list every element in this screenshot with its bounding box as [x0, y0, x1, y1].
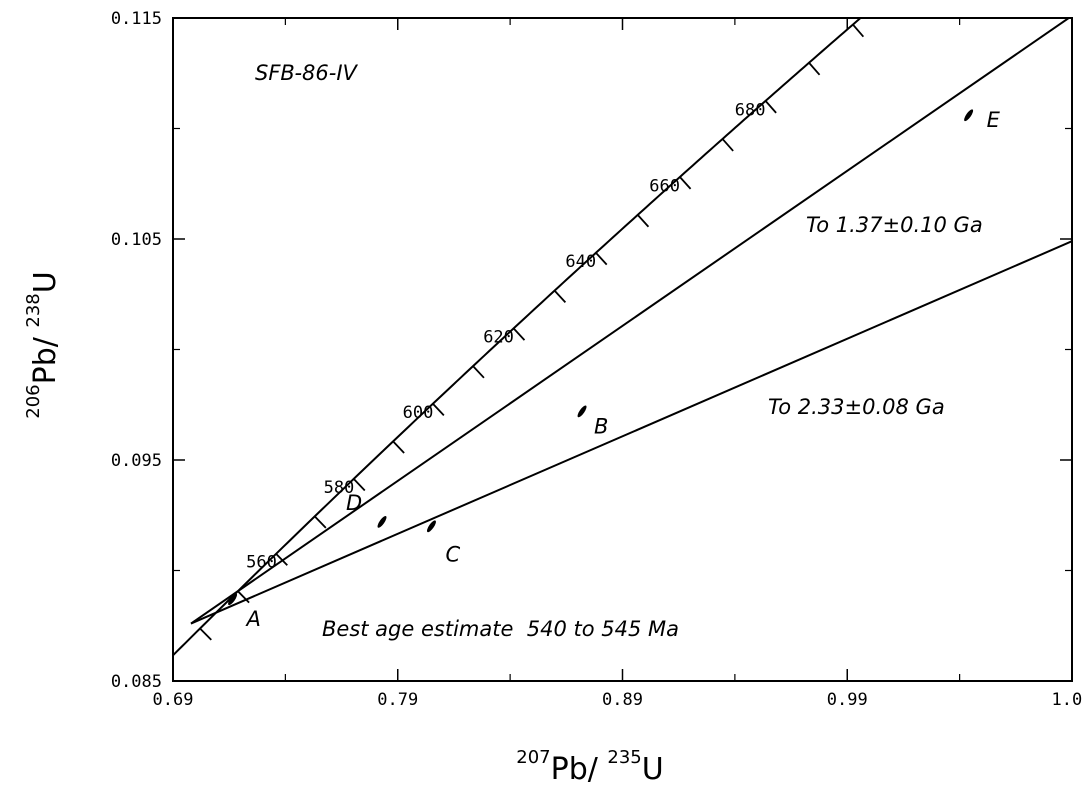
concordia-age-marks [199, 23, 865, 641]
y-tick-label: 0.085 [111, 672, 162, 692]
discordia-lines [190, 18, 1072, 625]
data-point [577, 405, 587, 418]
y-tick-labels: 0.085 0.095 0.105 0.115 [111, 9, 162, 692]
plot-frame [172, 17, 1073, 682]
data-point-label: B [594, 414, 608, 438]
x-tick-label: 0.89 [602, 690, 643, 710]
discordia-label-2: To 2.33±0.08 Ga [768, 395, 945, 419]
concordia-age-label: 560 [246, 553, 277, 573]
concordia-age-tick [314, 515, 327, 529]
concordia-age-label: 600 [403, 403, 434, 423]
chart-title: SFB-86-IV [255, 61, 359, 85]
concordia-age-tick [472, 365, 485, 379]
data-points [228, 109, 974, 606]
data-point-label: C [445, 542, 460, 566]
x-axis-title: 207Pb/ 235U [516, 747, 663, 787]
x-tick-label: 0.69 [153, 690, 194, 710]
y-tick-label: 0.105 [111, 230, 162, 250]
concordia-age-label: 660 [649, 176, 680, 196]
concordia-age-tick [595, 252, 608, 266]
concordia-age-labels: 560 580 600 620 640 660 680 [246, 100, 765, 572]
data-point [228, 593, 238, 606]
data-point-label: E [987, 108, 1001, 132]
concordia-age-label: 620 [483, 328, 514, 348]
concordia-age-tick [512, 327, 526, 341]
concordia-age-tick [432, 403, 445, 417]
discordia-line [190, 240, 1072, 625]
data-point-label: D [346, 491, 362, 515]
data-point [377, 515, 387, 528]
concordia-age-tick [392, 440, 405, 454]
concordia-age-tick [679, 176, 692, 190]
discordia-label-1: To 1.37±0.10 Ga [806, 213, 983, 237]
concordia-age-label: 680 [735, 100, 766, 120]
concordia-age-tick [553, 290, 567, 304]
concordia-age-tick [199, 627, 212, 641]
data-point [426, 520, 436, 533]
y-tick-label: 0.095 [111, 451, 162, 471]
x-tick-label: 0.79 [377, 690, 418, 710]
concordia-age-label: 640 [565, 252, 596, 272]
discordia-line [190, 18, 1071, 625]
concordia-age-tick [852, 23, 865, 38]
x-tick-label: 0.99 [827, 690, 868, 710]
concordia-age-tick [353, 478, 366, 492]
concordia-age-tick [275, 553, 288, 566]
x-tick-label: 1.09 [1052, 690, 1082, 710]
plot-area [173, 18, 1072, 657]
data-point-label: A [245, 607, 261, 631]
point-labels: A B C D E [245, 108, 1001, 631]
concordia-age-tick [721, 138, 734, 152]
y-tick-label: 0.115 [111, 9, 162, 29]
concordia-age-tick [637, 214, 650, 228]
concordia-age-tick [237, 590, 250, 604]
data-point [964, 109, 974, 122]
best-age-annotation: Best age estimate 540 to 545 Ma [322, 617, 679, 641]
concordia-age-tick [808, 62, 821, 76]
concordia-age-label: 580 [324, 478, 355, 498]
y-axis-title: 206Pb/ 238U [23, 271, 63, 418]
concordia-age-tick [764, 100, 777, 114]
x-tick-labels: 0.69 0.79 0.89 0.99 1.09 [153, 690, 1082, 710]
axis-ticks [172, 17, 1073, 682]
